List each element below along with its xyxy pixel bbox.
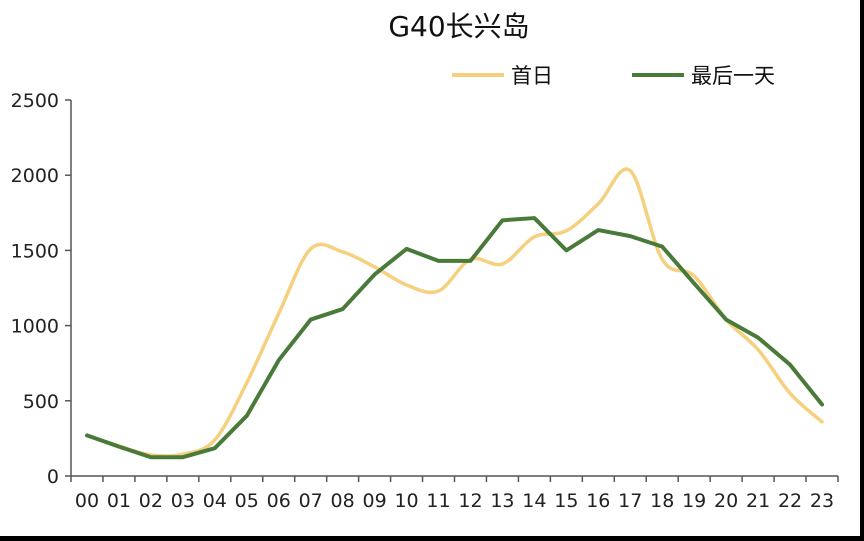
x-tick-label-20: 20 [714, 490, 738, 512]
y-tick-label-2000: 2000 [11, 165, 59, 187]
y-tick-label-500: 500 [23, 391, 59, 413]
legend-label-最后一天: 最后一天 [691, 64, 775, 88]
y-tick-label-2500: 2500 [11, 90, 59, 112]
x-tick-label-07: 07 [299, 490, 323, 512]
x-tick-label-16: 16 [586, 490, 610, 512]
x-tick-label-08: 08 [331, 490, 355, 512]
chart-title: G40长兴岛 [388, 10, 529, 43]
x-tick-label-05: 05 [235, 490, 259, 512]
legend: 首日 最后一天 [452, 64, 775, 88]
x-tick-label-15: 15 [554, 490, 578, 512]
x-tick-label-18: 18 [650, 490, 674, 512]
x-tick-label-22: 22 [778, 490, 802, 512]
x-tick-label-13: 13 [490, 490, 514, 512]
x-tick-label-00: 00 [75, 490, 99, 512]
x-tick-label-14: 14 [522, 490, 546, 512]
x-tick-label-17: 17 [618, 490, 642, 512]
x-tick-label-10: 10 [394, 490, 418, 512]
x-tick-label-19: 19 [682, 490, 706, 512]
x-axis: 00 01 02 03 04 05 06 07 08 09 10 11 12 13 14 15 16 17 18 19… [70, 476, 839, 512]
x-tick-label-01: 01 [107, 490, 131, 512]
y-tick-label-0: 0 [47, 466, 59, 488]
series-layer [84, 167, 825, 460]
legend-label-首日: 首日 [511, 64, 553, 88]
series-line-最后一天 [84, 216, 825, 460]
x-tick-label-06: 06 [267, 490, 291, 512]
y-axis: 0 500 1000 1500 2000 2500 [11, 90, 71, 488]
x-tick-label-04: 04 [203, 490, 227, 512]
y-tick-label-1500: 1500 [11, 240, 59, 262]
x-tick-label-03: 03 [171, 490, 195, 512]
x-tick-label-02: 02 [139, 490, 163, 512]
x-tick-label-23: 23 [810, 490, 834, 512]
x-tick-label-21: 21 [746, 490, 770, 512]
x-tick-label-11: 11 [426, 490, 450, 512]
x-tick-label-09: 09 [363, 490, 387, 512]
y-tick-label-1000: 1000 [11, 316, 59, 338]
x-tick-label-12: 12 [458, 490, 482, 512]
series-line-首日 [85, 167, 824, 458]
